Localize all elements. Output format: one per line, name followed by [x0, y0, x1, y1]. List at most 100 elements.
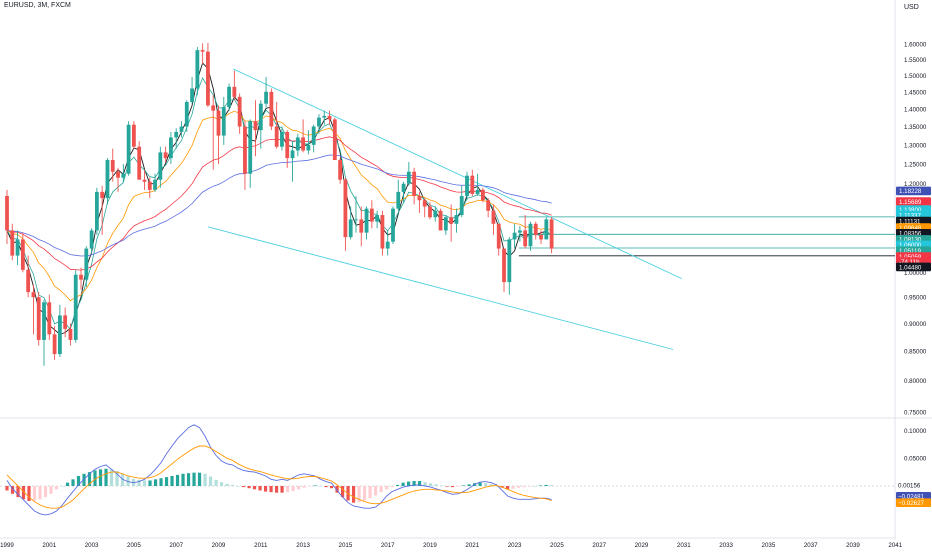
macd-histogram-bar	[539, 485, 543, 487]
macd-histogram-bar	[395, 484, 400, 486]
indicator-label-box	[896, 480, 931, 490]
macd-histogram-bar	[318, 486, 323, 487]
candle-body	[15, 239, 20, 256]
candle-body	[110, 160, 115, 172]
price-label-box	[896, 186, 931, 196]
candle-body	[195, 50, 200, 89]
candle-body	[190, 88, 194, 102]
macd-histogram-bar	[351, 486, 356, 503]
macd-histogram-bar	[517, 486, 521, 488]
candle-body	[327, 115, 332, 120]
macd-histogram-bar	[423, 482, 427, 486]
time-tick-label: 2039	[846, 542, 860, 549]
time-tick-label: 1999	[0, 542, 14, 549]
macd-histogram-bar	[115, 470, 119, 486]
candle-body	[206, 51, 210, 106]
candle-body	[100, 191, 105, 199]
candle-body	[221, 107, 226, 136]
macd-histogram-bar	[373, 486, 378, 496]
time-tick-label: 2009	[212, 542, 226, 549]
candle-body	[354, 219, 358, 221]
macd-histogram-bar	[181, 473, 185, 486]
macd-histogram-bar	[247, 486, 251, 489]
candle-body	[311, 126, 316, 145]
candle-body	[290, 150, 295, 159]
price-tick-label: 1.45000	[904, 89, 927, 96]
candle-body	[237, 96, 242, 127]
macd-tick-label: 0.05000	[904, 456, 927, 463]
price-tick-label: 1.30000	[904, 142, 927, 149]
time-tick-label: 2023	[508, 542, 522, 549]
candle-body	[454, 215, 459, 224]
short-ma-line	[6, 62, 552, 335]
candle-body	[258, 103, 263, 131]
macd-histogram-bar	[340, 486, 345, 498]
time-tick-label: 2001	[42, 542, 56, 549]
price-label-text: 1.04480	[899, 264, 922, 271]
indicator-label-text: −0.02481	[898, 494, 925, 501]
ema-fast-line	[6, 77, 552, 330]
candle-body	[512, 232, 517, 240]
macd-histogram-bar	[445, 486, 449, 487]
macd-histogram-bar	[170, 475, 174, 486]
macd-histogram-bar	[362, 486, 367, 501]
macd-histogram-bar	[313, 485, 317, 487]
candle-body	[105, 160, 110, 199]
candle-body	[285, 131, 290, 159]
macd-histogram-bar	[483, 483, 488, 486]
candle-body	[211, 105, 216, 111]
macd-histogram-bar	[98, 469, 103, 486]
candle-body	[169, 137, 173, 159]
candle-body	[269, 91, 274, 127]
candle-body	[200, 50, 205, 52]
candle-body	[280, 131, 284, 147]
candle-body	[174, 131, 179, 138]
macd-histogram-bar	[153, 479, 158, 486]
macd-histogram-bar	[478, 482, 482, 486]
macd-histogram-bar	[533, 486, 537, 487]
macd-histogram-bar	[93, 470, 97, 486]
candle-body	[5, 196, 9, 231]
time-tick-label: 2041	[888, 542, 902, 549]
price-label-text: 1.13800	[899, 207, 922, 214]
candle-body	[465, 175, 469, 197]
macd-histogram-bar	[390, 486, 394, 488]
candle-body	[338, 160, 343, 180]
signal-line	[6, 445, 552, 509]
macd-histogram-bar	[49, 486, 53, 494]
macd-histogram-bar	[285, 486, 290, 493]
time-tick-label: 2021	[465, 542, 479, 549]
macd-histogram-bar	[274, 486, 279, 493]
macd-histogram-bar	[197, 472, 202, 486]
price-label-text: 1.18228	[899, 188, 922, 195]
macd-histogram-bar	[456, 486, 460, 487]
candle-body	[549, 219, 554, 249]
candle-body	[52, 334, 57, 355]
candle-body	[158, 152, 163, 180]
channel-line	[207, 226, 674, 350]
candle-body	[348, 219, 353, 238]
macd-histogram-bar	[137, 479, 141, 486]
macd-histogram-bar	[43, 486, 48, 498]
price-label-text: 1.09648	[899, 225, 922, 232]
macd-histogram-bar	[236, 486, 240, 487]
candle-body	[528, 223, 533, 247]
candle-body	[539, 234, 543, 240]
macd-histogram-bar	[379, 486, 383, 493]
price-label-text: 1.06000	[899, 242, 922, 249]
candle-body	[153, 179, 157, 190]
candle-body	[391, 208, 395, 242]
candle-body	[523, 230, 528, 247]
time-tick-label: 2005	[127, 542, 141, 549]
price-label-text: 1.08130	[899, 237, 922, 244]
macd-histogram-bar	[208, 476, 213, 486]
candle-body	[227, 86, 231, 108]
macd-histogram-bar	[302, 486, 306, 488]
time-tick-label: 2031	[677, 542, 691, 549]
macd-histogram-bar	[384, 486, 389, 490]
candle-body	[232, 86, 237, 97]
indicator-label-box	[896, 498, 931, 507]
candle-body	[412, 171, 417, 197]
